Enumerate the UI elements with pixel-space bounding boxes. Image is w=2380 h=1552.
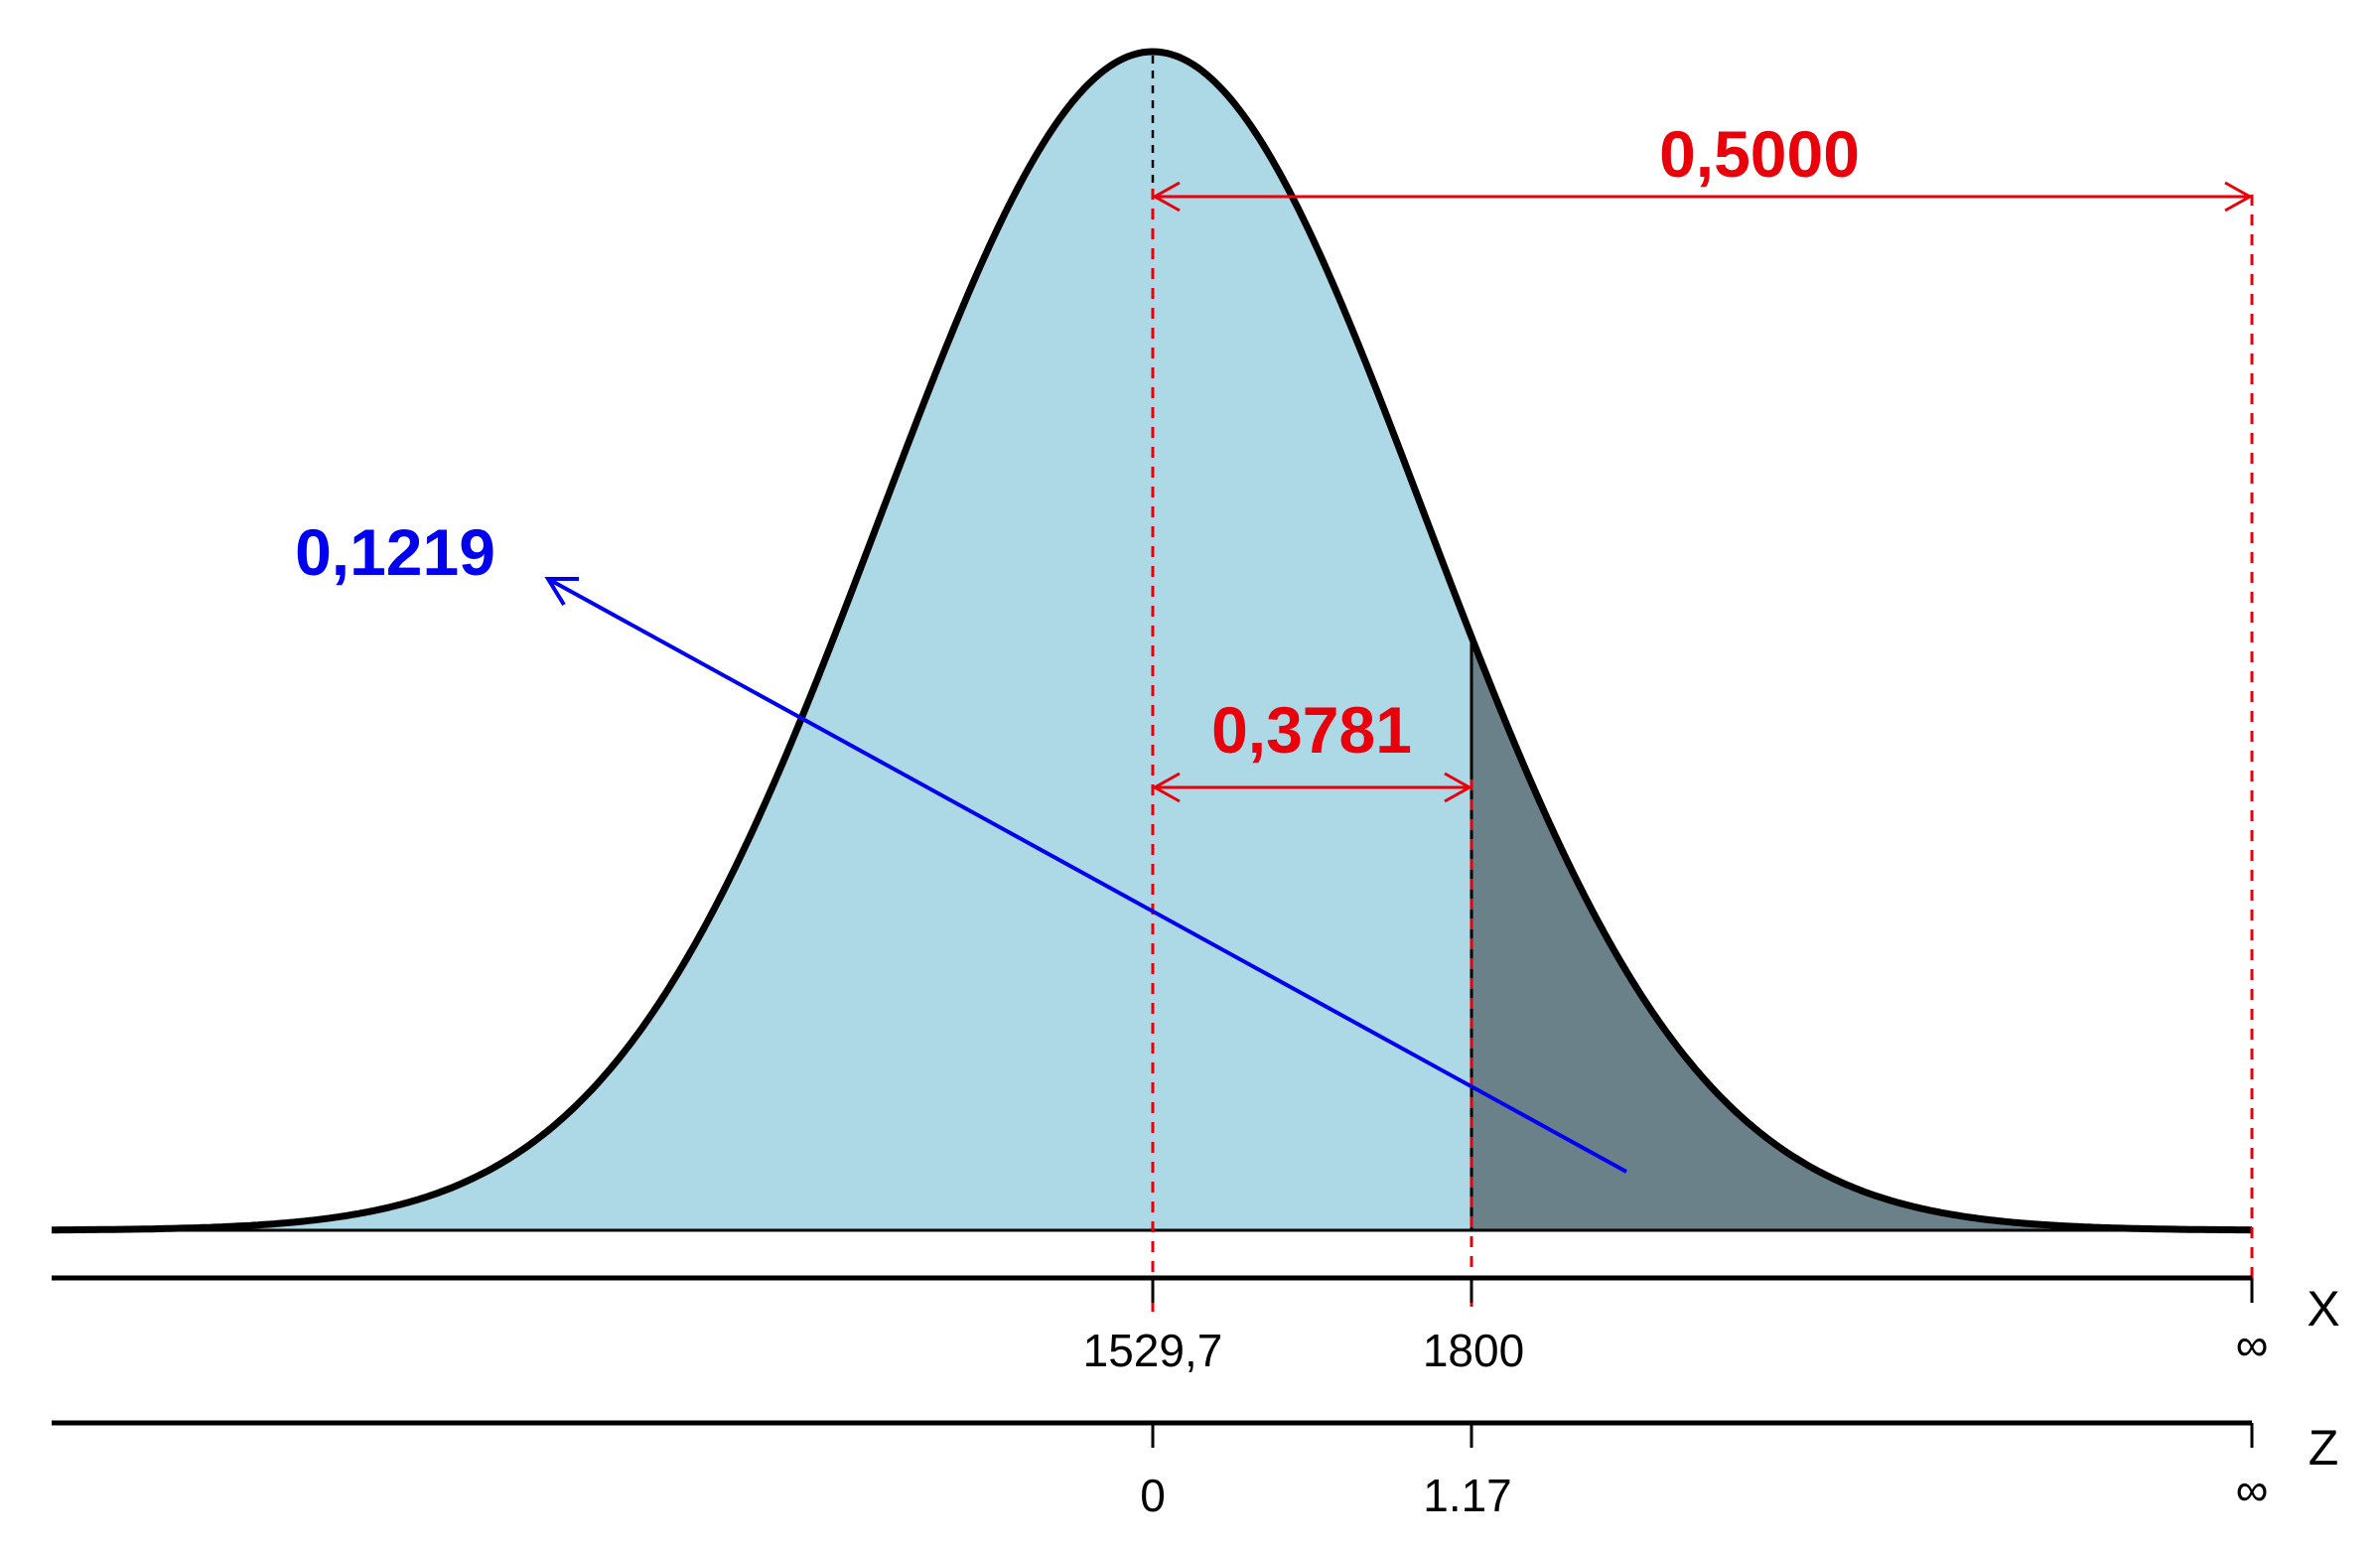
tail-pointer-arrow: [544, 577, 1627, 1174]
central-area-region: [52, 52, 1471, 1230]
x-axis-name: X: [2307, 1281, 2339, 1337]
x-axis: 1529,7 1800 ∞ X: [52, 1275, 2340, 1376]
mean-to-cutoff-area-label: 0,3781: [1211, 693, 1412, 767]
z-tick-label-mean: 0: [1140, 1470, 1166, 1521]
mean-to-cutoff-span-arrow: [1151, 772, 1473, 803]
x-tick-label-mean: 1529,7: [1083, 1325, 1223, 1376]
tail-area-label: 0,1219: [295, 515, 495, 589]
z-axis: 0 1.17 ∞ Z: [52, 1420, 2338, 1521]
upper-half-area-label: 0,5000: [1659, 117, 1860, 191]
right-tail-region: [1471, 636, 2252, 1230]
x-tick-label-cutoff: 1800: [1423, 1325, 1524, 1376]
upper-half-span-arrow: [1151, 181, 2254, 212]
right-arrowhead-icon: [1444, 772, 1473, 803]
left-arrowhead-icon: [1151, 772, 1181, 803]
density-curve: [52, 48, 2253, 1234]
z-axis-name: Z: [2309, 1420, 2339, 1476]
z-tick-label-infinity: ∞: [2236, 1464, 2269, 1515]
left-arrowhead-icon: [1151, 181, 1181, 212]
right-arrowhead-icon: [2224, 181, 2254, 212]
z-tick-label-cutoff: 1.17: [1423, 1470, 1512, 1521]
x-tick-label-infinity: ∞: [2236, 1319, 2269, 1370]
arrowhead-icon: [544, 577, 579, 607]
